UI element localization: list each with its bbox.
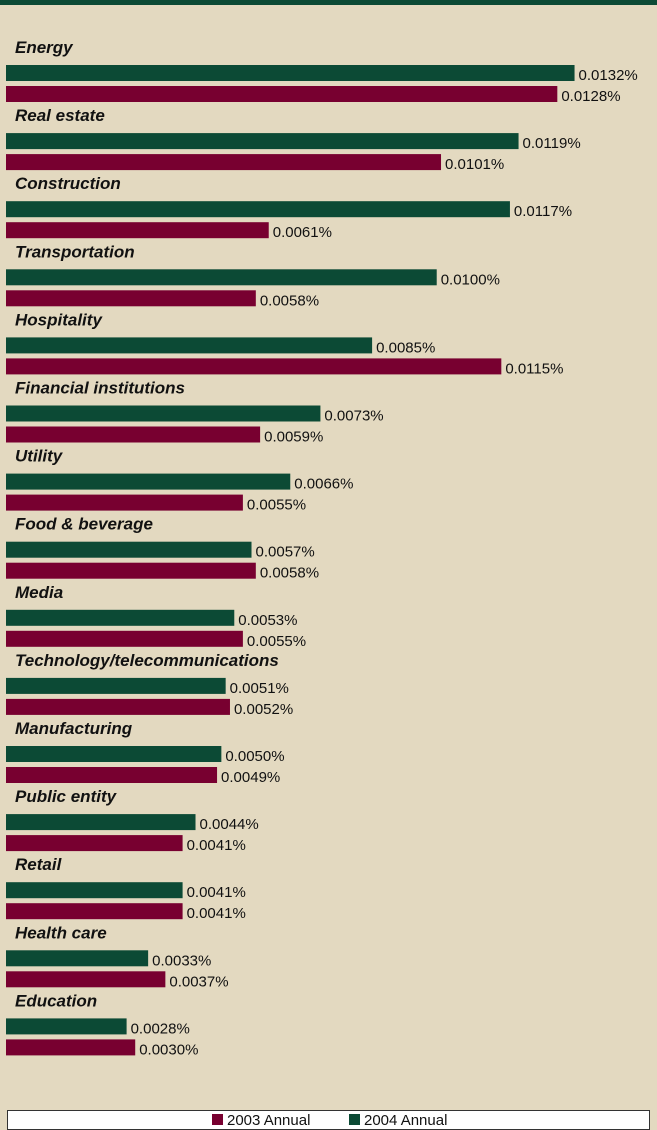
category-label: Health care [15, 923, 107, 942]
bar [6, 835, 183, 852]
bar [6, 154, 442, 171]
category-label: Real estate [15, 106, 105, 125]
bar [6, 746, 222, 762]
bar [6, 562, 256, 579]
value-label: 0.0101% [445, 156, 504, 173]
category-label: Manufacturing [15, 719, 133, 738]
bar [6, 65, 575, 81]
category-label: Hospitality [15, 310, 103, 329]
value-label: 0.0057% [256, 544, 315, 561]
bar [6, 882, 183, 899]
value-label: 0.0117% [514, 203, 572, 220]
value-label: 0.0058% [260, 565, 319, 582]
bar [6, 698, 230, 715]
bar [6, 290, 256, 307]
bar [6, 201, 510, 218]
category-label: Public entity [15, 787, 118, 806]
value-label: 0.0050% [225, 748, 284, 765]
value-label: 0.0061% [273, 224, 332, 241]
value-label: 0.0051% [230, 680, 289, 697]
value-label: 0.0052% [234, 701, 293, 718]
bar [6, 133, 519, 150]
value-label: 0.0033% [152, 952, 211, 969]
bar [6, 405, 321, 422]
value-label: 0.0053% [238, 612, 297, 629]
category-label: Education [15, 991, 97, 1010]
value-label: 0.0059% [264, 429, 323, 446]
value-label: 0.0073% [324, 408, 383, 425]
value-label: 0.0041% [187, 884, 246, 901]
bar [6, 269, 437, 286]
bar [6, 473, 291, 490]
value-label: 0.0132% [579, 67, 638, 84]
category-label: Utility [15, 447, 64, 466]
bar [6, 609, 235, 626]
bar [6, 950, 149, 967]
category-label: Technology/telecommunications [15, 651, 279, 670]
bar [6, 814, 196, 831]
value-label: 0.0030% [139, 1041, 198, 1058]
value-label: 0.0085% [376, 339, 435, 356]
legend-label: 2004 Annual [364, 1112, 447, 1129]
category-label: Financial institutions [15, 379, 185, 398]
bar [6, 767, 218, 783]
bar [6, 1018, 127, 1035]
value-label: 0.0041% [187, 837, 246, 854]
legend-swatch [349, 1114, 360, 1125]
bar [6, 337, 373, 354]
bar [6, 677, 226, 694]
bar [6, 630, 243, 647]
header-strip [0, 0, 657, 5]
legend-label: 2003 Annual [227, 1112, 310, 1129]
category-label: Retail [15, 855, 63, 874]
value-label: 0.0044% [200, 816, 259, 833]
bar [6, 541, 252, 558]
value-label: 0.0128% [561, 88, 620, 105]
bar [6, 903, 183, 920]
value-label: 0.0058% [260, 292, 319, 309]
legend-swatch [212, 1114, 223, 1125]
bar [6, 1039, 136, 1056]
bar [6, 358, 502, 375]
value-label: 0.0100% [441, 271, 500, 288]
bar [6, 971, 166, 988]
bar [6, 86, 558, 102]
category-label: Transportation [15, 242, 135, 261]
value-label: 0.0049% [221, 769, 280, 786]
value-label: 0.0055% [247, 633, 306, 650]
bar [6, 426, 261, 443]
category-label: Food & beverage [15, 515, 153, 534]
bar [6, 222, 269, 239]
category-label: Energy [15, 38, 74, 57]
value-label: 0.0041% [187, 905, 246, 922]
bar [6, 494, 243, 511]
value-label: 0.0066% [294, 476, 353, 493]
value-label: 0.0115% [505, 360, 563, 377]
category-label: Construction [15, 174, 121, 193]
legend-box [7, 1110, 650, 1130]
value-label: 0.0055% [247, 497, 306, 514]
value-label: 0.0028% [131, 1020, 190, 1037]
value-label: 0.0037% [169, 973, 228, 990]
category-label: Media [15, 583, 63, 602]
value-label: 0.0119% [523, 135, 581, 152]
